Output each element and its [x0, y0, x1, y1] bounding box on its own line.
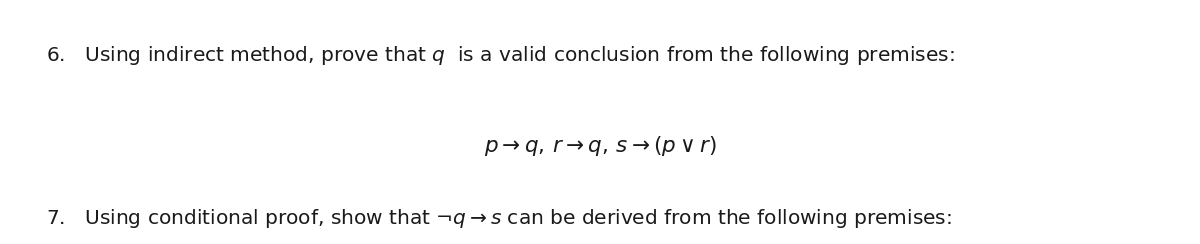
Text: $p \rightarrow q,\, r \rightarrow q,\, s \rightarrow (p \vee r)$: $p \rightarrow q,\, r \rightarrow q,\, s… [484, 134, 716, 158]
Text: 7.   Using conditional proof, show that $\neg q \rightarrow s$ can be derived fr: 7. Using conditional proof, show that $\… [46, 207, 952, 230]
Text: 6.   Using indirect method, prove that $q$  is a valid conclusion from the follo: 6. Using indirect method, prove that $q$… [46, 44, 954, 67]
